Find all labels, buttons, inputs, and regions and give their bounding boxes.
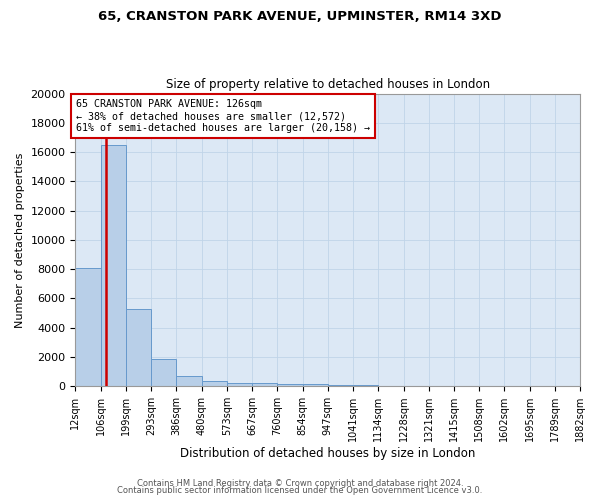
- Bar: [176, 376, 202, 386]
- Bar: [302, 384, 328, 386]
- Bar: [202, 382, 227, 386]
- Bar: [76, 268, 101, 386]
- Text: 65, CRANSTON PARK AVENUE, UPMINSTER, RM14 3XD: 65, CRANSTON PARK AVENUE, UPMINSTER, RM1…: [98, 10, 502, 23]
- Title: Size of property relative to detached houses in London: Size of property relative to detached ho…: [166, 78, 490, 91]
- Bar: [151, 359, 176, 386]
- Text: Contains public sector information licensed under the Open Government Licence v3: Contains public sector information licen…: [118, 486, 482, 495]
- Y-axis label: Number of detached properties: Number of detached properties: [15, 152, 25, 328]
- Text: 65 CRANSTON PARK AVENUE: 126sqm
← 38% of detached houses are smaller (12,572)
61: 65 CRANSTON PARK AVENUE: 126sqm ← 38% of…: [76, 100, 370, 132]
- Bar: [126, 308, 151, 386]
- X-axis label: Distribution of detached houses by size in London: Distribution of detached houses by size …: [180, 447, 475, 460]
- Text: Contains HM Land Registry data © Crown copyright and database right 2024.: Contains HM Land Registry data © Crown c…: [137, 478, 463, 488]
- Bar: [252, 384, 277, 386]
- Bar: [101, 145, 126, 386]
- Bar: [227, 382, 252, 386]
- Bar: [328, 385, 353, 386]
- Bar: [277, 384, 302, 386]
